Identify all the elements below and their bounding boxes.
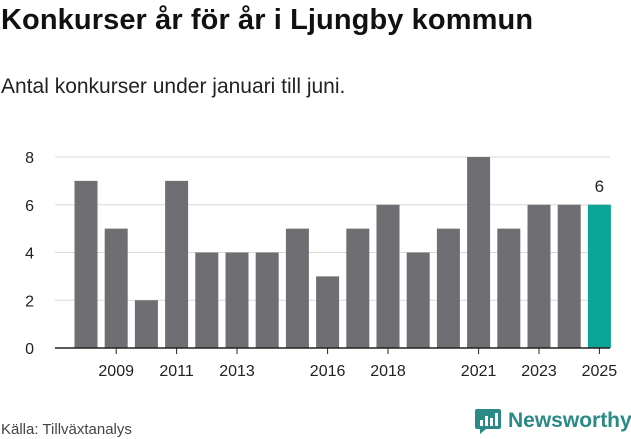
bar <box>467 157 491 348</box>
bar-chart: 0 2 4 6 8 6 2009 2011 2013 2016 2018 2021 2023 2025 <box>25 150 618 380</box>
y-tick-label: 8 <box>25 150 34 167</box>
newsworthy-logo-icon <box>475 409 501 434</box>
y-tick-label: 2 <box>25 293 34 310</box>
x-tick-label: 2016 <box>310 363 346 380</box>
bar <box>527 204 551 348</box>
source-note: Källa: Tillväxtanalys <box>1 421 132 438</box>
bar <box>225 252 249 348</box>
x-tick-label: 2018 <box>370 363 406 380</box>
bar <box>436 228 460 348</box>
x-tick-label: 2025 <box>582 363 618 380</box>
bar <box>74 180 98 348</box>
brand-name: Newsworthy <box>508 409 631 432</box>
bar-highlight <box>587 204 611 348</box>
bar <box>316 276 340 348</box>
x-tick-label: 2009 <box>98 363 134 380</box>
x-tick-label: 2021 <box>461 363 497 380</box>
bar <box>406 252 430 348</box>
y-tick-label: 0 <box>25 341 34 358</box>
data-label: 6 <box>595 177 604 196</box>
bar <box>376 204 400 348</box>
brand-logo: Newsworthy <box>474 407 631 435</box>
chart-subtitle: Antal konkurser under januari till juni. <box>1 75 346 98</box>
bar <box>165 180 189 348</box>
chart-title: Konkurser år för år i Ljungby kommun <box>1 4 534 36</box>
bar <box>557 204 581 348</box>
bar <box>104 228 128 348</box>
y-tick-label: 4 <box>25 246 34 263</box>
x-tick-label: 2013 <box>219 363 255 380</box>
bar <box>255 252 279 348</box>
bar <box>134 300 158 348</box>
bar <box>497 228 521 348</box>
bar <box>195 252 219 348</box>
bar <box>285 228 309 348</box>
x-tick-label: 2023 <box>521 363 557 380</box>
y-tick-label: 6 <box>25 198 34 215</box>
bar <box>346 228 370 348</box>
x-tick-label: 2011 <box>159 363 194 380</box>
